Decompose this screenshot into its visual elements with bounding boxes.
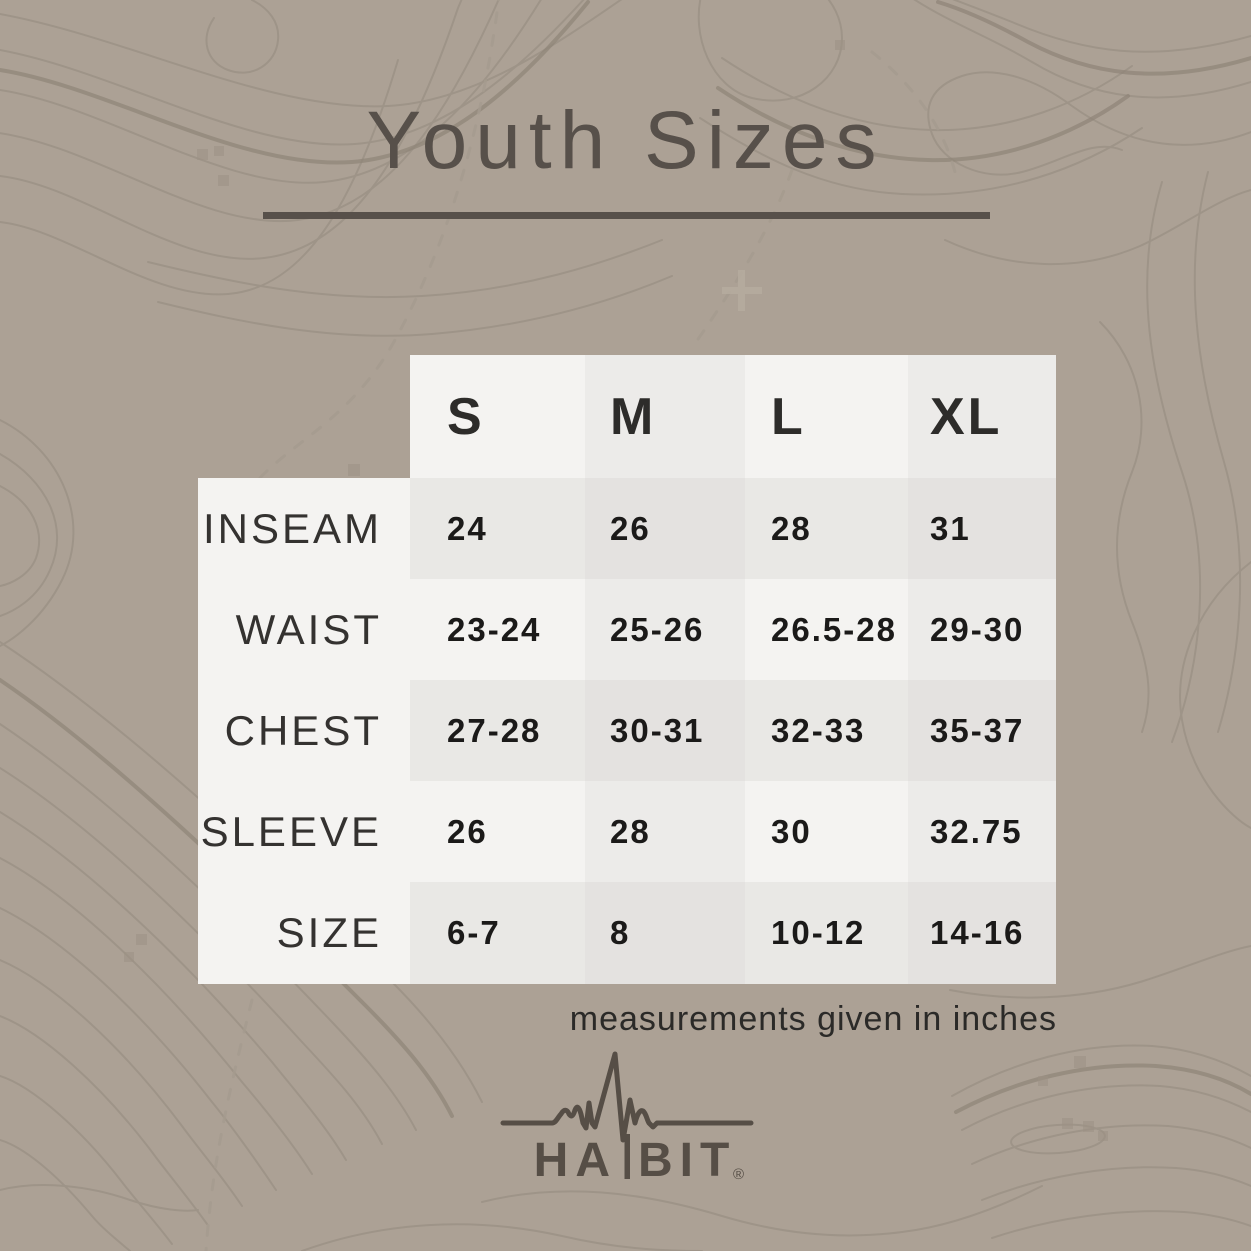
cell-waist-xl: 29-30 — [908, 579, 1056, 680]
size-table: S M L XL INSEAM 24 26 28 31 WAIST 23-24 … — [198, 355, 1056, 984]
cell-chest-s: 27-28 — [410, 680, 585, 781]
row-label-sleeve: SLEEVE — [198, 781, 410, 882]
header-spacer — [198, 355, 410, 478]
cell-inseam-xl: 31 — [908, 478, 1056, 579]
cell-size-l: 10-12 — [745, 882, 908, 984]
cell-sleeve-m: 28 — [585, 781, 745, 882]
heartbeat-ekg-icon — [500, 1051, 754, 1179]
brand-logo: HA BIT ® — [500, 1051, 754, 1186]
cell-chest-l: 32-33 — [745, 680, 908, 781]
row-label-waist: WAIST — [198, 579, 410, 680]
logo-divider — [624, 1134, 630, 1179]
column-header-m: M — [585, 355, 745, 478]
cell-waist-s: 23-24 — [410, 579, 585, 680]
cell-inseam-l: 28 — [745, 478, 908, 579]
units-footnote: measurements given in inches — [569, 1000, 1057, 1038]
cell-waist-l: 26.5-28 — [745, 579, 908, 680]
cell-sleeve-l: 30 — [745, 781, 908, 882]
cell-size-s: 6-7 — [410, 882, 585, 984]
cell-sleeve-xl: 32.75 — [908, 781, 1056, 882]
title-underline — [263, 212, 990, 219]
cell-waist-m: 25-26 — [585, 579, 745, 680]
row-label-chest: CHEST — [198, 680, 410, 781]
column-header-l: L — [745, 355, 908, 478]
column-header-xl: XL — [908, 355, 1056, 478]
cell-size-m: 8 — [585, 882, 745, 984]
cell-chest-m: 30-31 — [585, 680, 745, 781]
row-label-inseam: INSEAM — [198, 478, 410, 579]
column-header-s: S — [410, 355, 585, 478]
cell-sleeve-s: 26 — [410, 781, 585, 882]
brand-name-right: BIT — [638, 1134, 736, 1186]
cell-inseam-s: 24 — [410, 478, 585, 579]
cell-inseam-m: 26 — [585, 478, 745, 579]
cell-size-xl: 14-16 — [908, 882, 1056, 984]
page-title: Youth Sizes — [366, 95, 885, 186]
brand-name-left: HA — [534, 1134, 617, 1186]
row-label-size: SIZE — [198, 882, 410, 984]
registered-mark: ® — [733, 1166, 744, 1183]
cell-chest-xl: 35-37 — [908, 680, 1056, 781]
map-cross-icon — [722, 270, 762, 311]
